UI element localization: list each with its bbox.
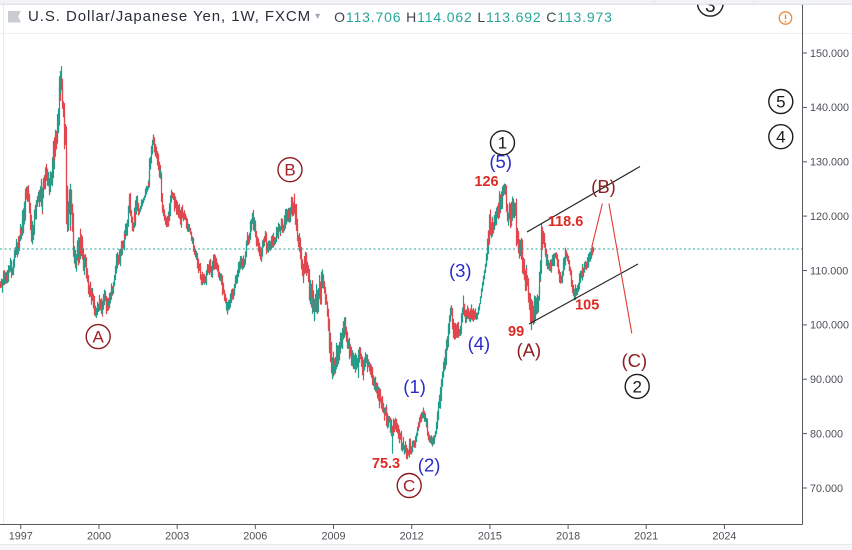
svg-text:2: 2 xyxy=(632,377,641,396)
svg-text:150.000: 150.000 xyxy=(810,48,849,60)
svg-text:(2): (2) xyxy=(418,454,441,475)
svg-text:(B): (B) xyxy=(591,176,616,197)
svg-text:2024: 2024 xyxy=(712,531,736,543)
svg-text:80.000: 80.000 xyxy=(810,428,843,440)
svg-text:2012: 2012 xyxy=(400,531,424,543)
svg-text:120.000: 120.000 xyxy=(810,211,849,223)
svg-text:C: C xyxy=(403,476,415,495)
svg-text:2006: 2006 xyxy=(243,531,267,543)
svg-text:1997: 1997 xyxy=(9,531,33,543)
svg-text:90.000: 90.000 xyxy=(810,374,843,386)
svg-text:130.000: 130.000 xyxy=(810,157,849,169)
svg-text:(3): (3) xyxy=(449,260,472,281)
svg-text:2000: 2000 xyxy=(87,531,111,543)
svg-text:1: 1 xyxy=(498,134,507,153)
svg-text:99: 99 xyxy=(508,324,524,340)
svg-text:118.6: 118.6 xyxy=(548,214,584,230)
svg-text:A: A xyxy=(93,328,105,347)
svg-text:(C): (C) xyxy=(621,350,647,371)
svg-text:(1): (1) xyxy=(403,376,426,397)
svg-text:B: B xyxy=(284,161,295,180)
svg-text:110.000: 110.000 xyxy=(810,265,848,277)
svg-text:75.3: 75.3 xyxy=(372,456,400,472)
svg-text:(4): (4) xyxy=(468,333,491,354)
svg-text:105: 105 xyxy=(575,297,599,313)
svg-text:2015: 2015 xyxy=(478,531,502,543)
svg-text:3: 3 xyxy=(705,0,716,17)
svg-text:2018: 2018 xyxy=(556,531,580,543)
svg-text:(A): (A) xyxy=(516,339,541,360)
svg-text:2021: 2021 xyxy=(634,531,658,543)
svg-text:2003: 2003 xyxy=(165,531,189,543)
svg-text:140.000: 140.000 xyxy=(810,102,849,114)
svg-text:2009: 2009 xyxy=(321,531,345,543)
svg-text:126: 126 xyxy=(474,174,498,190)
svg-text:5: 5 xyxy=(776,92,785,111)
svg-text:70.000: 70.000 xyxy=(810,483,843,495)
svg-text:(5): (5) xyxy=(489,151,512,172)
svg-text:4: 4 xyxy=(776,128,785,147)
svg-text:100.000: 100.000 xyxy=(810,320,849,332)
